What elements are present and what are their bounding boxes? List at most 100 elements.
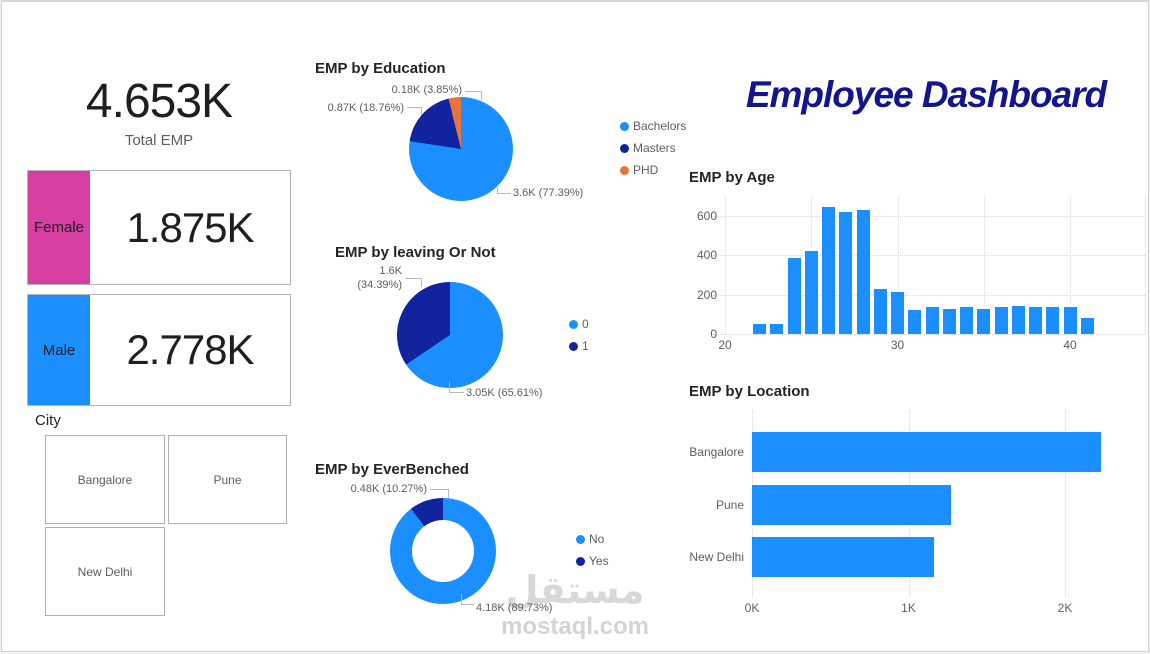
bar-age-37[interactable] xyxy=(1011,305,1025,334)
connector-line xyxy=(448,489,449,498)
legend-label: Yes xyxy=(589,554,609,568)
chart-title-leaving: EMP by leaving Or Not xyxy=(335,244,496,261)
chart-title-everbenched: EMP by EverBenched xyxy=(315,461,469,478)
bar-age-41[interactable] xyxy=(1080,318,1094,334)
legend-item-1[interactable]: 1 xyxy=(569,335,589,357)
pie-education[interactable] xyxy=(409,97,513,201)
chart-title-education: EMP by Education xyxy=(315,60,446,77)
male-value: 2.778K xyxy=(126,326,254,373)
legend-item-phd[interactable]: PHD xyxy=(620,159,686,181)
bar-age-36[interactable] xyxy=(994,306,1008,334)
gridline-y xyxy=(713,334,1145,335)
gridline-x xyxy=(1070,197,1071,334)
legend-item-no[interactable]: No xyxy=(576,528,609,550)
category-label-pune: Pune xyxy=(715,498,744,512)
bar-age-40[interactable] xyxy=(1063,306,1077,334)
connector-line xyxy=(497,193,511,194)
bar-age-23[interactable] xyxy=(770,324,784,334)
bar-age-35[interactable] xyxy=(977,309,991,334)
total-emp-value: 4.653K xyxy=(85,75,233,128)
label-leaving-1: 1.6K (34.39%) xyxy=(357,265,402,291)
legend-education: Bachelors Masters PHD xyxy=(620,115,686,181)
city-button-new-delhi[interactable]: New Delhi xyxy=(45,527,165,616)
bar-age-39[interactable] xyxy=(1046,307,1060,334)
legend-label: PHD xyxy=(633,163,659,177)
connector-line xyxy=(449,382,450,392)
city-button-bangalore[interactable]: Bangalore xyxy=(45,435,165,524)
gridline-x xyxy=(897,197,899,334)
legend-item-yes[interactable]: Yes xyxy=(576,550,609,572)
chart-title-location: EMP by Location xyxy=(689,383,810,400)
connector-line xyxy=(449,392,464,393)
x-axis-tick-label: 40 xyxy=(1063,338,1077,352)
chart-emp-by-leaving: EMP by leaving Or Not 1.6K (34.39%) 3.05… xyxy=(315,237,695,422)
connector-line xyxy=(481,91,482,102)
legend-swatch-icon xyxy=(620,165,629,175)
x-axis-tick-label: 2K xyxy=(1057,601,1073,615)
x-axis-tick-label: 20 xyxy=(718,338,732,352)
bar-age-32[interactable] xyxy=(925,307,939,334)
gridline-x xyxy=(1065,410,1066,597)
y-axis-tick-label: 600 xyxy=(696,209,717,223)
bar-age-28[interactable] xyxy=(856,210,870,334)
category-label-bangalore: Bangalore xyxy=(689,445,744,459)
y-axis-tick-label: 400 xyxy=(696,248,717,263)
pie-leaving[interactable] xyxy=(397,282,503,388)
legend-item-0[interactable]: 0 xyxy=(569,313,589,335)
bar-age-27[interactable] xyxy=(839,212,853,334)
male-strip: Male xyxy=(28,295,90,405)
connector-line xyxy=(497,188,498,194)
bar-location-pune[interactable] xyxy=(752,485,951,525)
bar-age-24[interactable] xyxy=(787,258,801,334)
bar-age-25[interactable] xyxy=(804,251,818,334)
bar-age-33[interactable] xyxy=(942,309,956,334)
connector-line xyxy=(405,278,421,279)
chart-title-age: EMP by Age xyxy=(689,169,775,186)
label-benched-no: 4.18K (89.73%) xyxy=(476,602,553,614)
chart-emp-by-education: EMP by Education 0.18K (3.85%) 0.87K (18… xyxy=(315,57,700,227)
legend-item-masters[interactable]: Masters xyxy=(620,137,686,159)
label-leaving-0: 3.05K (65.61%) xyxy=(466,387,543,399)
chart-emp-by-everbenched: EMP by EverBenched 0.48K (10.27%) 4.18K … xyxy=(315,455,695,645)
legend-label: Masters xyxy=(633,141,676,155)
bar-location-bangalore[interactable] xyxy=(752,432,1101,472)
donut-hole xyxy=(412,520,474,582)
city-slicer-title: City xyxy=(35,412,61,429)
label-phd: 0.18K (3.85%) xyxy=(391,84,462,96)
x-axis-tick-label: 0K xyxy=(744,601,760,615)
bar-age-30[interactable] xyxy=(891,291,904,334)
x-axis-tick-label: 1K xyxy=(901,601,916,615)
donut-everbenched[interactable] xyxy=(390,498,496,604)
legend-swatch-icon xyxy=(569,341,578,351)
bar-location-new-delhi[interactable] xyxy=(752,537,934,577)
connector-line xyxy=(465,91,481,92)
y-axis-tick-label: 0 xyxy=(710,327,717,341)
y-axis-tick-label: 200 xyxy=(696,287,717,302)
female-value: 1.875K xyxy=(126,203,254,251)
bar-age-38[interactable] xyxy=(1029,306,1042,334)
legend-swatch-icon xyxy=(576,534,585,544)
legend-everbenched: No Yes xyxy=(576,528,609,572)
kpi-total-emp[interactable]: 4.653K Total EMP xyxy=(27,74,291,149)
connector-line xyxy=(421,278,422,287)
legend-item-bachelors[interactable]: Bachelors xyxy=(620,115,686,137)
gridline-y xyxy=(713,216,1145,217)
bar-age-22[interactable] xyxy=(753,324,766,334)
bar-age-26[interactable] xyxy=(822,207,835,334)
bar-age-34[interactable] xyxy=(960,306,973,334)
legend-label: No xyxy=(589,532,605,546)
card-male[interactable]: Male 2.778K xyxy=(27,294,291,406)
bar-age-31[interactable] xyxy=(908,310,922,334)
card-female[interactable]: Female 1.875K xyxy=(27,170,291,285)
watermark: مستقل mostaql.com xyxy=(480,568,670,640)
legend-swatch-icon xyxy=(569,319,578,329)
city-button-pune[interactable]: Pune xyxy=(168,435,287,524)
label-masters: 0.87K (18.76%) xyxy=(327,102,404,114)
bar-age-29[interactable] xyxy=(873,288,887,334)
legend-label: 1 xyxy=(582,339,589,353)
chart-emp-by-age: EMP by Age 0 200 400 600 20 30 40 xyxy=(689,162,1148,362)
watermark-arabic: مستقل xyxy=(505,568,645,612)
dashboard-title: Employee Dashboard xyxy=(745,74,1107,115)
x-axis-tick-label: 30 xyxy=(890,338,905,352)
